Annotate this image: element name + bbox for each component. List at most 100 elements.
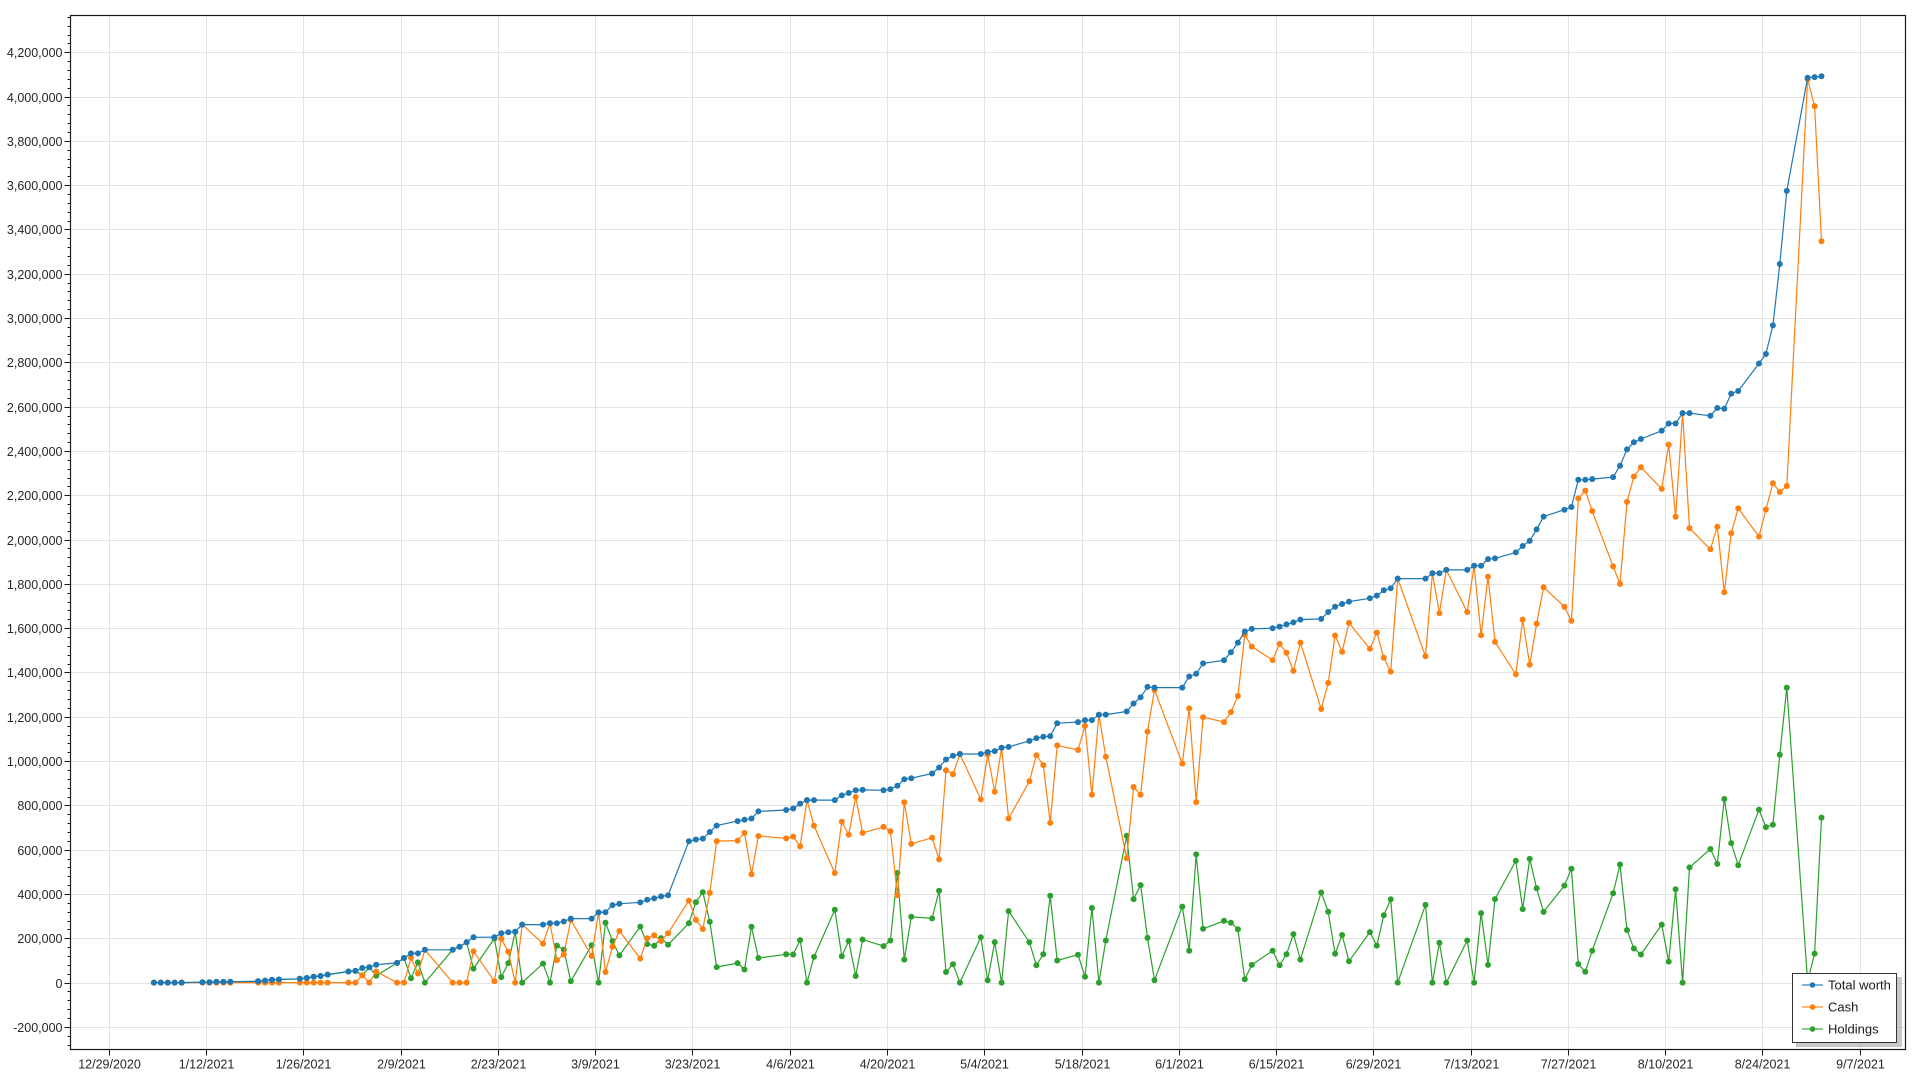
y-tick-label: -200,000 xyxy=(13,1021,62,1035)
data-point-holdings xyxy=(1540,908,1547,915)
data-point-cash xyxy=(1617,580,1623,587)
data-point-total-worth xyxy=(859,786,866,793)
data-point-holdings xyxy=(1617,861,1623,868)
data-point-total-worth xyxy=(414,950,421,957)
data-point-holdings xyxy=(908,913,915,920)
data-point-cash xyxy=(1283,649,1290,656)
data-point-cash xyxy=(685,897,692,904)
data-point-cash xyxy=(1818,238,1825,245)
x-tick-label: 12/29/2020 xyxy=(78,1058,141,1072)
data-point-total-worth xyxy=(157,979,164,986)
data-point-total-worth xyxy=(1075,719,1081,726)
x-tick-label: 7/27/2021 xyxy=(1541,1058,1597,1072)
x-tick-label: 5/18/2021 xyxy=(1055,1058,1111,1072)
data-point-cash xyxy=(699,926,706,932)
data-point-holdings xyxy=(1269,947,1276,954)
data-point-cash xyxy=(1783,483,1790,489)
data-point-cash xyxy=(1540,584,1547,591)
data-point-total-worth xyxy=(519,921,526,928)
x-tick-label: 3/9/2021 xyxy=(571,1058,620,1072)
data-point-cash xyxy=(602,969,609,975)
data-point-total-worth xyxy=(1297,616,1304,623)
data-point-cash xyxy=(1373,629,1380,636)
data-point-cash xyxy=(991,788,998,795)
data-point-total-worth xyxy=(651,895,658,902)
y-tick-label: 1,800,000 xyxy=(7,578,63,592)
data-point-holdings xyxy=(1366,929,1373,936)
data-point-cash xyxy=(345,979,352,986)
data-point-cash xyxy=(1137,791,1144,798)
data-point-holdings xyxy=(651,942,658,949)
data-point-cash xyxy=(1130,784,1137,790)
data-point-total-worth xyxy=(324,971,331,978)
data-point-total-worth xyxy=(1346,598,1352,605)
data-point-cash xyxy=(1318,706,1325,712)
data-point-total-worth xyxy=(1151,684,1158,691)
data-point-holdings xyxy=(421,979,428,986)
data-point-total-worth xyxy=(665,892,672,899)
data-point-total-worth xyxy=(303,975,310,981)
data-point-total-worth xyxy=(1533,526,1540,533)
data-point-total-worth xyxy=(1679,410,1686,417)
y-tick-label: 1,200,000 xyxy=(7,711,63,725)
data-point-holdings xyxy=(1762,824,1769,831)
data-point-total-worth xyxy=(1818,73,1825,80)
data-point-holdings xyxy=(1380,912,1387,919)
data-point-total-worth xyxy=(1485,556,1491,563)
data-point-cash xyxy=(908,840,915,847)
data-point-holdings xyxy=(1478,910,1485,917)
data-point-holdings xyxy=(831,906,838,913)
data-point-holdings xyxy=(1373,942,1380,949)
data-point-total-worth xyxy=(1610,474,1617,481)
data-point-cash xyxy=(894,892,901,899)
data-point-holdings xyxy=(1332,950,1339,957)
data-point-total-worth xyxy=(1630,439,1637,446)
data-point-holdings xyxy=(616,952,623,959)
data-point-total-worth xyxy=(553,920,560,927)
data-point-cash xyxy=(560,951,567,958)
data-point-cash xyxy=(1492,638,1498,645)
data-point-total-worth xyxy=(1283,621,1290,628)
data-point-holdings xyxy=(929,915,936,922)
x-tick-label: 2/23/2021 xyxy=(471,1058,527,1072)
data-point-cash xyxy=(1040,762,1047,769)
data-point-total-worth xyxy=(1290,619,1297,626)
y-tick-label: 200,000 xyxy=(17,932,62,946)
data-point-holdings xyxy=(1075,951,1081,958)
data-point-holdings xyxy=(887,937,894,944)
data-point-cash xyxy=(1582,487,1589,494)
data-point-holdings xyxy=(1707,846,1714,852)
data-point-cash xyxy=(901,799,908,806)
data-point-holdings xyxy=(1485,961,1491,968)
data-point-holdings xyxy=(1221,917,1227,924)
data-point-holdings xyxy=(1756,806,1762,813)
data-point-total-worth xyxy=(1478,562,1485,569)
data-point-cash xyxy=(303,979,310,986)
data-point-cash xyxy=(449,979,456,986)
data-point-total-worth xyxy=(1617,462,1623,469)
data-point-holdings xyxy=(1082,973,1088,980)
data-point-cash xyxy=(692,916,699,923)
data-point-total-worth xyxy=(1130,700,1137,707)
data-point-cash xyxy=(373,968,380,975)
data-point-cash xyxy=(880,823,887,830)
data-point-cash xyxy=(1200,714,1207,721)
data-point-total-worth xyxy=(560,918,567,925)
data-point-holdings xyxy=(1811,950,1818,957)
data-point-cash xyxy=(1339,648,1346,655)
data-point-holdings xyxy=(1589,947,1596,954)
data-point-holdings xyxy=(692,899,699,906)
data-point-cash xyxy=(1297,639,1304,646)
data-point-holdings xyxy=(1422,901,1429,908)
data-point-holdings xyxy=(547,979,553,986)
data-point-holdings xyxy=(1325,908,1332,915)
data-point-holdings xyxy=(567,978,574,985)
data-point-cash xyxy=(1637,464,1644,471)
data-point-holdings xyxy=(1714,860,1721,867)
data-point-total-worth xyxy=(734,818,741,825)
data-point-total-worth xyxy=(991,748,998,755)
series-holdings xyxy=(150,684,1825,986)
y-tick-label: 3,800,000 xyxy=(7,135,63,149)
data-point-total-worth xyxy=(296,975,303,982)
data-point-holdings xyxy=(956,979,963,986)
